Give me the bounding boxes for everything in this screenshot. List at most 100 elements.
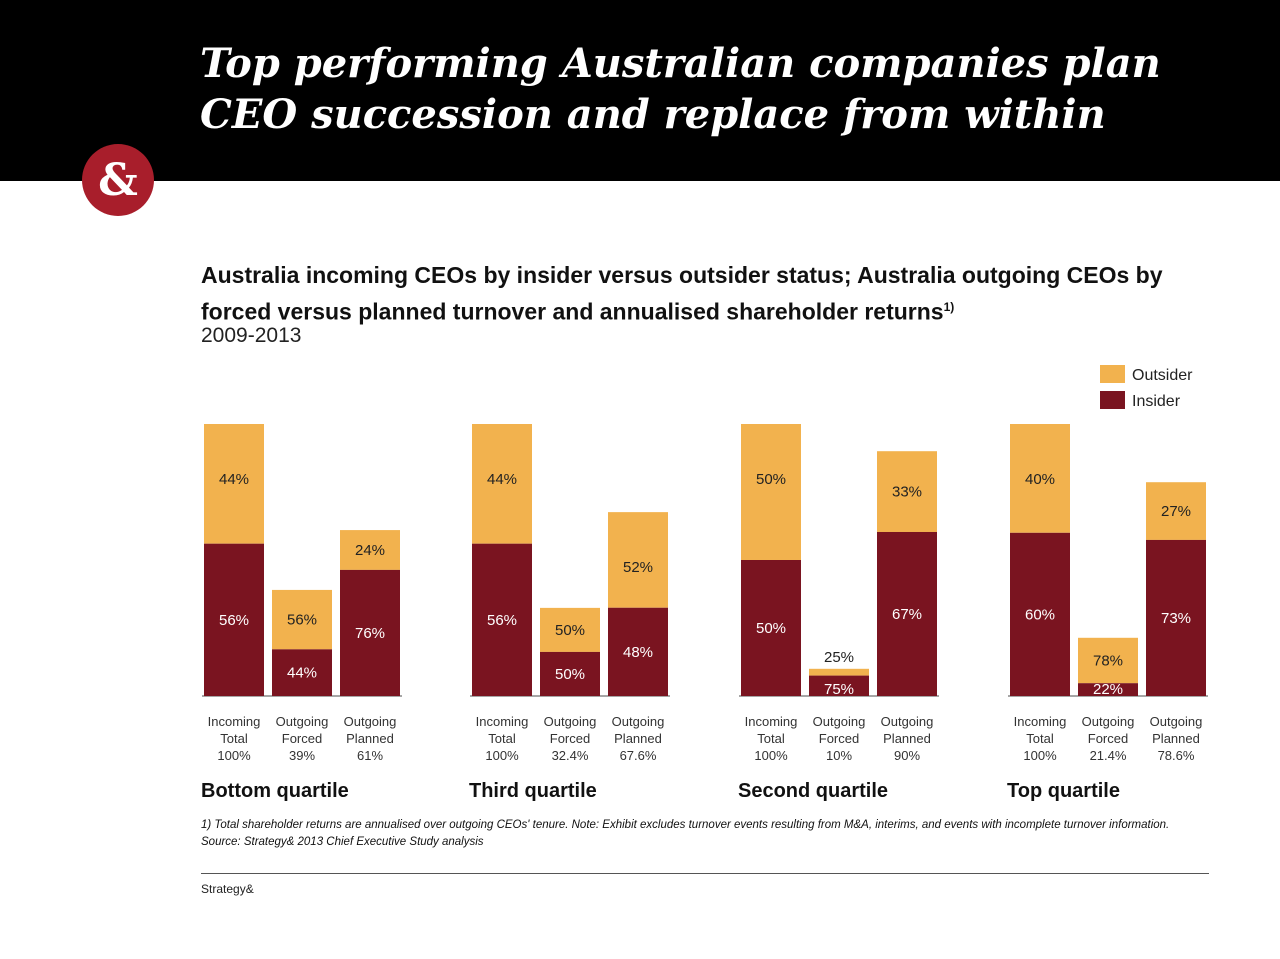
bar-segment-outsider xyxy=(608,512,668,608)
header-bar: Top performing Australian companies plan… xyxy=(0,0,1280,181)
bar-segment-insider xyxy=(809,675,869,696)
category-label: Incoming xyxy=(476,714,529,729)
data-label-outsider: 56% xyxy=(287,612,317,629)
category-label: Forced xyxy=(1088,731,1128,746)
data-label-outsider: 78% xyxy=(1093,652,1123,669)
category-label: Forced xyxy=(819,731,859,746)
group-label: Top quartile xyxy=(1007,780,1120,802)
page-title-line-2: CEO succession and replace from within xyxy=(200,91,1106,138)
category-label: 100% xyxy=(217,748,251,763)
category-label: 39% xyxy=(289,748,315,763)
data-label-insider: 60% xyxy=(1025,606,1055,623)
bar-segment-outsider xyxy=(1010,424,1070,533)
legend-swatch-outsider xyxy=(1100,365,1125,383)
data-label-insider: 50% xyxy=(756,620,786,637)
group-label: Bottom quartile xyxy=(201,780,349,802)
page-title: Top performing Australian companies plan… xyxy=(200,38,1250,140)
data-label-outsider: 44% xyxy=(487,471,517,488)
category-label: Incoming xyxy=(208,714,261,729)
category-label: Outgoing xyxy=(813,714,866,729)
chart-subtitle: 2009-2013 xyxy=(201,324,302,347)
category-label: 100% xyxy=(1023,748,1057,763)
bar-segment-outsider xyxy=(1078,637,1138,684)
category-label: 32.4% xyxy=(552,748,589,763)
category-label: Incoming xyxy=(745,714,798,729)
category-label: Planned xyxy=(1152,731,1200,746)
category-label: Planned xyxy=(883,731,931,746)
data-label-outsider: 33% xyxy=(892,484,922,501)
bar-segment-outsider xyxy=(877,451,937,532)
bar-segment-outsider xyxy=(540,607,600,652)
bar-segment-outsider xyxy=(1146,482,1206,540)
category-label: Outgoing xyxy=(881,714,934,729)
bar-segment-outsider xyxy=(472,424,532,544)
chart-title-footnote-mark: 1) xyxy=(943,300,955,314)
legend-label-outsider: Outsider xyxy=(1132,367,1193,384)
ampersand-logo: & xyxy=(82,144,154,216)
category-label: 100% xyxy=(754,748,788,763)
brand-label: Strategy& xyxy=(201,882,254,896)
data-label-insider: 50% xyxy=(555,666,585,683)
bar-segment-insider xyxy=(272,649,332,696)
bar-segment-insider xyxy=(877,531,937,696)
category-label: 10% xyxy=(826,748,852,763)
category-label: Outgoing xyxy=(612,714,665,729)
bar-segment-insider xyxy=(1010,532,1070,696)
category-label: 61% xyxy=(357,748,383,763)
footnote: 1) Total shareholder returns are annuali… xyxy=(201,819,1170,848)
category-label: 21.4% xyxy=(1090,748,1127,763)
bar-segment-outsider xyxy=(741,424,801,560)
bar-segment-insider xyxy=(1078,683,1138,696)
category-label: Total xyxy=(757,731,785,746)
category-label: Outgoing xyxy=(544,714,597,729)
data-label-insider: 48% xyxy=(623,644,653,661)
chart-title: Australia incoming CEOs by insider versu… xyxy=(201,259,1211,328)
footer-divider xyxy=(201,873,1209,874)
data-label-outsider: 44% xyxy=(219,471,249,488)
category-label: Total xyxy=(220,731,248,746)
data-label-outsider: 25% xyxy=(824,649,854,666)
category-label: Forced xyxy=(282,731,322,746)
data-label-insider: 73% xyxy=(1161,610,1191,627)
data-label-outsider: 24% xyxy=(355,542,385,559)
legend-label-insider: Insider xyxy=(1132,393,1181,410)
data-label-outsider: 52% xyxy=(623,559,653,576)
data-label-insider: 22% xyxy=(1093,681,1123,698)
category-label: Incoming xyxy=(1014,714,1067,729)
category-label: 90% xyxy=(894,748,920,763)
data-label-outsider: 50% xyxy=(756,471,786,488)
category-label: Outgoing xyxy=(1150,714,1203,729)
category-label: Planned xyxy=(346,731,394,746)
category-label: 67.6% xyxy=(620,748,657,763)
category-label: Planned xyxy=(614,731,662,746)
category-label: Total xyxy=(1026,731,1054,746)
group-label: Second quartile xyxy=(738,780,888,802)
data-label-outsider: 50% xyxy=(555,622,585,639)
chart-title-text: Australia incoming CEOs by insider versu… xyxy=(201,262,1163,325)
stacked-bar-chart: Outsider Insider 44% 56% Incoming Total 100% 56… xyxy=(201,365,1208,802)
data-label-insider: 56% xyxy=(487,612,517,629)
category-label: Outgoing xyxy=(1082,714,1135,729)
data-label-insider: 56% xyxy=(219,612,249,629)
bar-segment-insider xyxy=(472,543,532,696)
category-label: Total xyxy=(488,731,516,746)
bar-segment-insider xyxy=(340,569,400,696)
bar-segment-outsider xyxy=(809,668,869,676)
data-label-insider: 44% xyxy=(287,665,317,682)
data-label-outsider: 27% xyxy=(1161,503,1191,520)
bar-segment-outsider xyxy=(340,530,400,570)
group-label: Third quartile xyxy=(469,780,597,802)
bar-segment-outsider xyxy=(204,424,264,544)
category-label: Outgoing xyxy=(276,714,329,729)
data-label-insider: 67% xyxy=(892,606,922,623)
bar-segment-insider xyxy=(741,560,801,696)
data-label-insider: 76% xyxy=(355,625,385,642)
bar-segment-outsider xyxy=(272,589,332,650)
legend-swatch-insider xyxy=(1100,391,1125,409)
data-label-insider: 75% xyxy=(824,681,854,698)
bar-segment-insider xyxy=(608,607,668,696)
data-label-outsider: 40% xyxy=(1025,471,1055,488)
category-label: 100% xyxy=(485,748,519,763)
bar-segment-insider xyxy=(1146,539,1206,696)
category-label: Forced xyxy=(550,731,590,746)
